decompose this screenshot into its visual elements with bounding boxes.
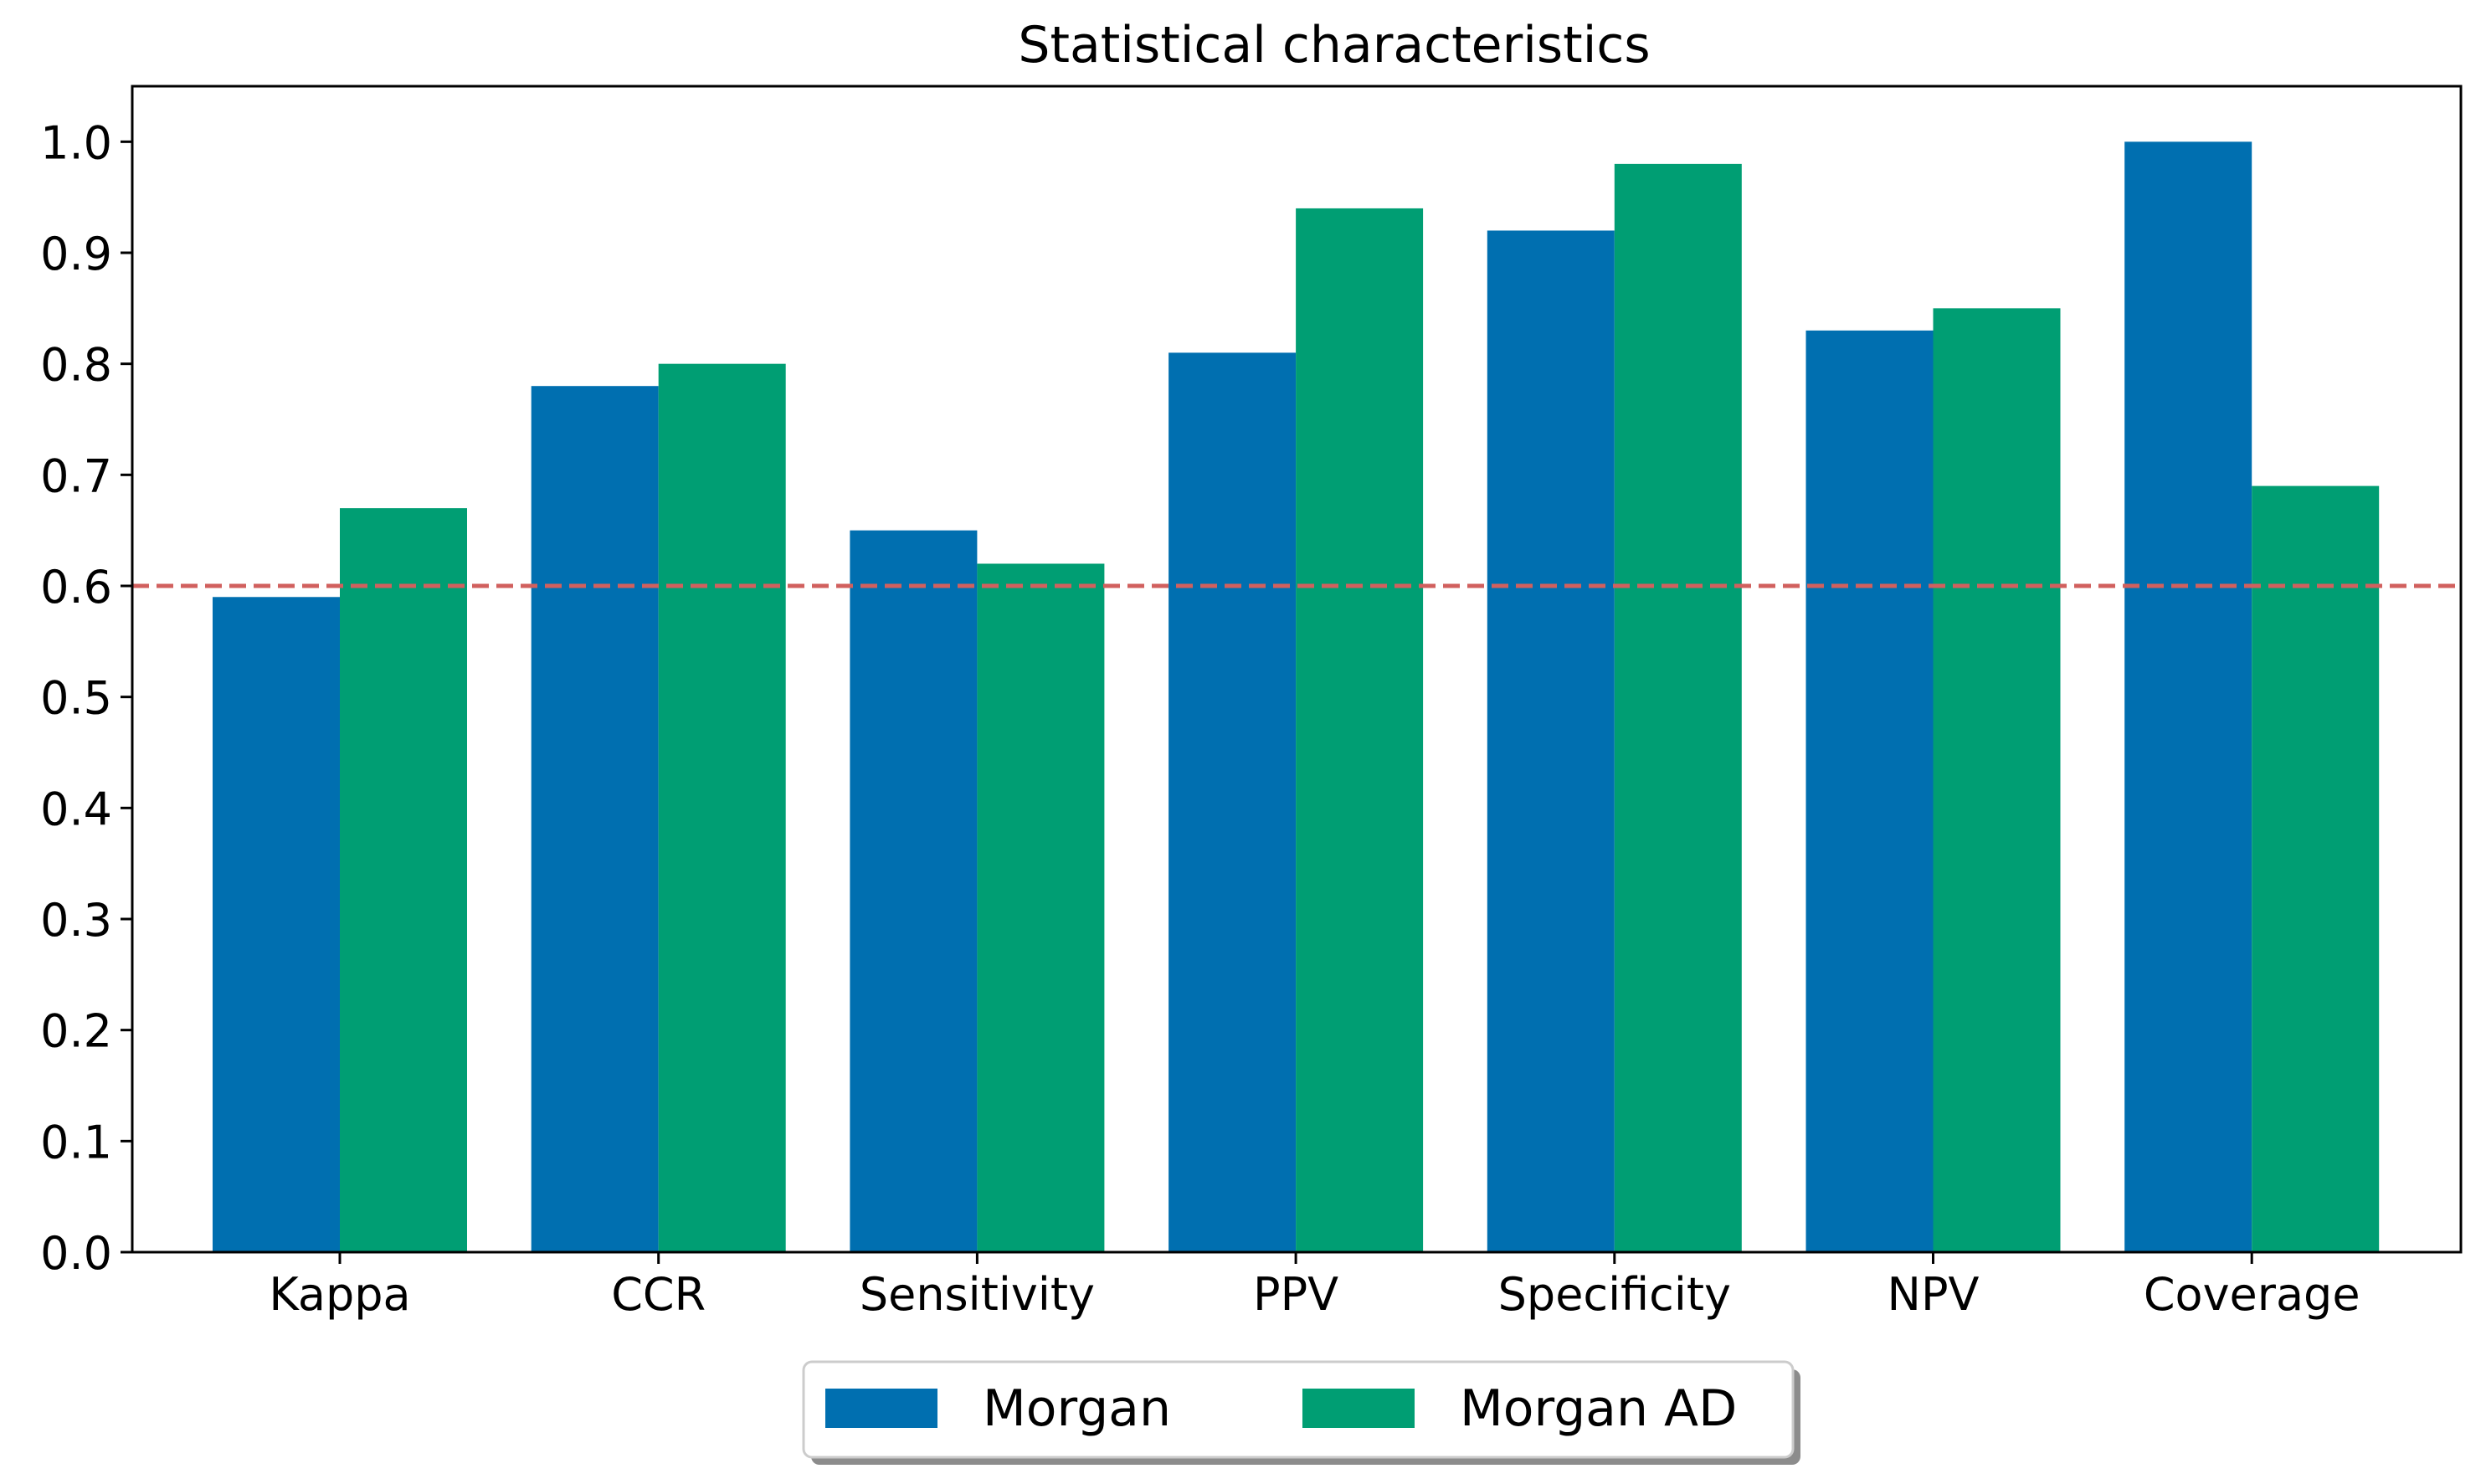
bar-morgan-specificity (1487, 230, 1615, 1252)
x-tick-label: Sensitivity (860, 1268, 1095, 1321)
y-tick-label: 1.0 (40, 116, 112, 169)
bar-morgan-ad-coverage (2252, 485, 2380, 1252)
y-tick-label: 0.7 (40, 449, 112, 502)
legend-box (802, 1360, 1795, 1459)
bar-morgan-ad-kappa (340, 508, 467, 1252)
bar-morgan-ad-ccr (658, 363, 786, 1253)
x-tick-label: Coverage (2144, 1268, 2360, 1321)
bar-morgan-ad-specificity (1614, 163, 1742, 1252)
x-tick-label: NPV (1888, 1268, 1980, 1321)
legend: Morgan Morgan AD (802, 1360, 1800, 1465)
bar-morgan-ppv (1169, 352, 1297, 1252)
bar-morgan-ad-sensitivity (977, 563, 1105, 1252)
chart-title: Statistical characteristics (1018, 16, 1650, 74)
y-tick-label: 0.4 (40, 783, 112, 835)
y-tick-label: 0.2 (40, 1005, 112, 1058)
legend-swatch-morgan-ad (1302, 1389, 1415, 1428)
y-tick-label: 0.8 (40, 339, 112, 392)
y-tick-label: 0.1 (40, 1116, 112, 1168)
y-tick-label: 0.5 (40, 672, 112, 725)
x-tick-label: PPV (1253, 1268, 1338, 1321)
bar-morgan-ad-ppv (1296, 208, 1424, 1252)
legend-label: Morgan AD (1460, 1379, 1737, 1438)
y-tick-label: 0.9 (40, 228, 112, 280)
legend-label: Morgan (983, 1379, 1171, 1438)
bars-group (213, 141, 2380, 1253)
bar-morgan-ad-npv (1933, 308, 2061, 1252)
y-tick-label: 0.6 (40, 561, 112, 614)
y-axis: 0.0 0.1 0.2 0.3 0.4 0.5 0.6 0.7 0.8 0.9 1.0 (40, 116, 132, 1280)
x-tick-label: Kappa (269, 1268, 410, 1321)
bar-morgan-sensitivity (850, 530, 978, 1252)
x-tick-label: Specificity (1498, 1268, 1731, 1321)
x-tick-label: CCR (611, 1268, 706, 1321)
bar-morgan-coverage (2124, 141, 2252, 1252)
bar-morgan-npv (1805, 330, 1934, 1252)
bar-morgan-ccr (531, 386, 659, 1253)
legend-swatch-morgan (825, 1389, 937, 1428)
y-tick-label: 0.0 (40, 1227, 112, 1280)
bar-morgan-kappa (213, 597, 340, 1252)
x-axis: Kappa CCR Sensitivity PPV Specificity NPV Cove… (269, 1252, 2360, 1321)
y-tick-label: 0.3 (40, 894, 112, 947)
